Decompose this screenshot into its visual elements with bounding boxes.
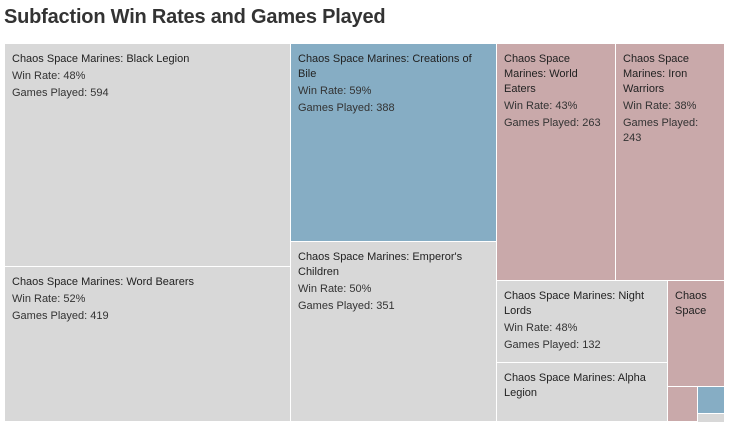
chart-title: Subfaction Win Rates and Games Played bbox=[4, 6, 386, 28]
tile-win-rate: Win Rate: 38% bbox=[623, 100, 697, 112]
treemap-tile[interactable]: Chaos Space Marines: Word Bearers Win Rat… bbox=[5, 267, 291, 422]
treemap-tile[interactable]: Chaos Space Marines: World Eaters Win Rat… bbox=[497, 44, 616, 281]
tile-win-rate: Win Rate: 59% bbox=[298, 85, 372, 97]
tile-win-rate: Win Rate: 48% bbox=[12, 70, 86, 82]
treemap-tile[interactable]: Chaos Space Marines: Black Legion Win Rat… bbox=[5, 44, 291, 267]
treemap-tile[interactable] bbox=[668, 387, 698, 422]
tile-games-played: Games Played: 132 bbox=[504, 339, 601, 351]
treemap-tile[interactable]: Chaos Space bbox=[668, 281, 725, 387]
tile-label: Chaos Space Marines: Alpha Legion bbox=[504, 372, 646, 399]
treemap-tile[interactable]: Chaos Space Marines: Iron Warriors Win Ra… bbox=[616, 44, 725, 281]
tile-label: Chaos Space Marines: World Eaters bbox=[504, 53, 578, 95]
treemap-tile[interactable]: Chaos Space Marines: Creations of Bile Wi… bbox=[291, 44, 497, 242]
tile-win-rate: Win Rate: 50% bbox=[298, 283, 372, 295]
treemap-tile[interactable]: Chaos Space Marines: Alpha Legion bbox=[497, 363, 668, 422]
treemap-tile[interactable]: Chaos Space Marines: Emperor's Children W… bbox=[291, 242, 497, 422]
tile-label: Chaos Space Marines: Night Lords bbox=[504, 290, 645, 317]
tile-win-rate: Win Rate: 43% bbox=[504, 100, 578, 112]
tile-games-played: Games Played: 388 bbox=[298, 102, 395, 114]
treemap-tile[interactable] bbox=[698, 414, 725, 423]
tile-label: Chaos Space Marines: Creations of Bile bbox=[298, 53, 472, 80]
tile-games-played: Games Played: 419 bbox=[12, 310, 109, 322]
treemap-tile[interactable] bbox=[698, 387, 725, 414]
tile-label: Chaos Space bbox=[675, 290, 707, 317]
tile-games-played: Games Played: 594 bbox=[12, 87, 109, 99]
tile-label: Chaos Space Marines: Black Legion bbox=[12, 53, 190, 65]
tile-games-played: Games Played: 351 bbox=[298, 300, 395, 312]
tile-label: Chaos Space Marines: Emperor's Children bbox=[298, 251, 463, 278]
tile-win-rate: Win Rate: 52% bbox=[12, 293, 86, 305]
tile-label: Chaos Space Marines: Word Bearers bbox=[12, 276, 194, 288]
treemap-tile[interactable]: Chaos Space Marines: Night Lords Win Rate… bbox=[497, 281, 668, 363]
tile-label: Chaos Space Marines: Iron Warriors bbox=[623, 53, 690, 95]
tile-games-played: Games Played: 243 bbox=[623, 117, 699, 144]
tile-win-rate: Win Rate: 48% bbox=[504, 322, 578, 334]
tile-games-played: Games Played: 263 bbox=[504, 117, 601, 129]
